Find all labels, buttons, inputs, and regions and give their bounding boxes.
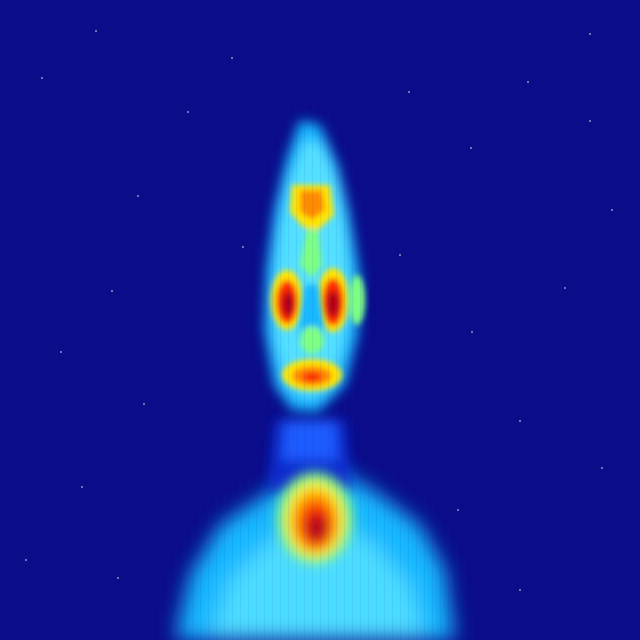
- noise-dots: [25, 30, 613, 591]
